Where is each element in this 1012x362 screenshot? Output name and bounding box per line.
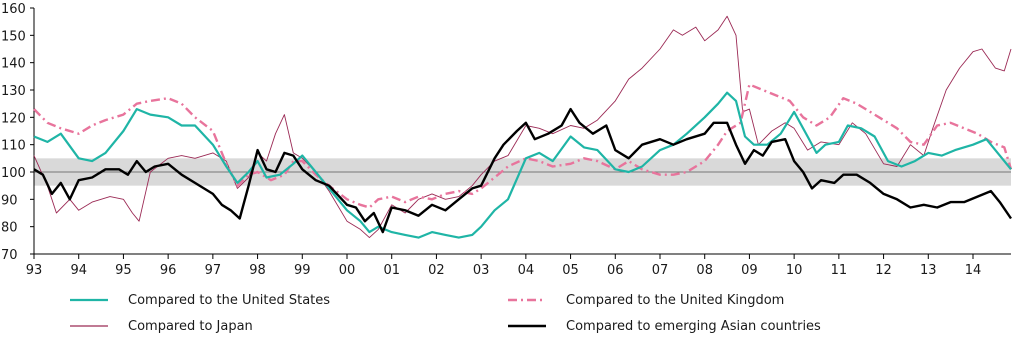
series-layer [33, 15, 1012, 239]
x-tick-label: 96 [160, 263, 177, 278]
legend-label-2: Compared to the United Kingdom [566, 293, 784, 308]
legend-label-1: Compared to Japan [128, 319, 253, 334]
x-tick-label: 10 [786, 263, 803, 278]
legend: Compared to the United States Compared to… [70, 293, 821, 334]
y-tick-label: 140 [1, 57, 26, 72]
y-tick-label: 110 [1, 139, 26, 154]
x-tick-label: 01 [383, 263, 400, 278]
tick-label-layer: 70 80 90 100 110 120 130 140 150 160 93 94 95 96 97 98 9… [1, 2, 981, 278]
x-tick-label: 07 [652, 263, 669, 278]
y-tick-label: 130 [1, 84, 26, 99]
x-tick-label: 02 [428, 263, 445, 278]
x-tick-label: 03 [473, 263, 490, 278]
x-tick-label: 98 [249, 263, 266, 278]
x-tick-label: 99 [294, 263, 311, 278]
axes-layer [30, 7, 1011, 259]
x-tick-label: 12 [875, 263, 892, 278]
x-tick-label: 04 [518, 263, 535, 278]
y-tick-label: 70 [1, 248, 18, 263]
x-tick-label: 97 [205, 263, 222, 278]
y-tick-label: 80 [1, 221, 18, 236]
y-tick-label: 160 [1, 2, 26, 17]
x-tick-label: 06 [607, 263, 624, 278]
y-tick-label: 100 [1, 166, 26, 181]
x-tick-label: 11 [831, 263, 848, 278]
target-band-layer [34, 158, 1011, 186]
x-tick-label: 08 [696, 263, 713, 278]
x-tick-label: 94 [70, 263, 87, 278]
x-tick-label: 09 [741, 263, 758, 278]
series-line-2 [33, 83, 1012, 209]
legend-label-0: Compared to the United States [128, 293, 330, 308]
x-tick-label: 93 [26, 263, 43, 278]
x-tick-label: 05 [562, 263, 579, 278]
x-tick-label: 13 [920, 263, 937, 278]
series-line-0 [33, 91, 1012, 239]
x-tick-label: 95 [115, 263, 132, 278]
y-tick-label: 120 [1, 111, 26, 126]
legend-label-3: Compared to emerging Asian countries [566, 319, 821, 334]
y-tick-label: 90 [1, 193, 18, 208]
y-tick-label: 150 [1, 29, 26, 44]
x-tick-label: 00 [339, 263, 356, 278]
x-tick-label: 14 [965, 263, 982, 278]
series-line-3 [33, 107, 1012, 234]
